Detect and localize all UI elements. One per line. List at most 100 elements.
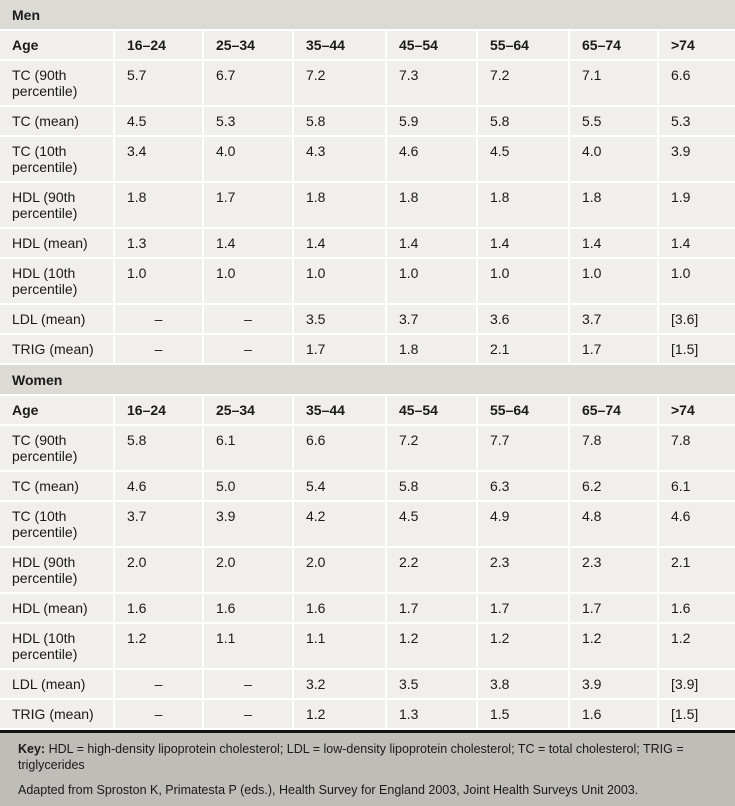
column-header: 45–54 (387, 396, 478, 426)
table-cell: 5.3 (659, 107, 735, 137)
section-title: Men (0, 0, 735, 31)
table-cell: 5.3 (204, 107, 294, 137)
row-label: TRIG (mean) (0, 335, 115, 365)
row-label: TC (mean) (0, 107, 115, 137)
column-header: 65–74 (570, 31, 659, 61)
table-cell: 3.9 (204, 502, 294, 548)
table-cell: – (204, 305, 294, 335)
table-cell: 6.1 (204, 426, 294, 472)
table-cell: 1.7 (570, 594, 659, 624)
table-cell: 1.7 (478, 594, 570, 624)
table-cell: 6.2 (570, 472, 659, 502)
column-header: 45–54 (387, 31, 478, 61)
table-cell: 1.0 (387, 259, 478, 305)
table-cell: 6.1 (659, 472, 735, 502)
table-cell: 1.2 (478, 624, 570, 670)
row-label: TRIG (mean) (0, 700, 115, 730)
table-cell: 4.5 (478, 137, 570, 183)
table-cell: 4.2 (294, 502, 387, 548)
table-cell: 2.1 (659, 548, 735, 594)
table-cell: 3.9 (570, 670, 659, 700)
table-cell: 7.3 (387, 61, 478, 107)
table-cell: 1.0 (478, 259, 570, 305)
table-cell: [3.6] (659, 305, 735, 335)
row-label: HDL (mean) (0, 594, 115, 624)
table-cell: 3.5 (387, 670, 478, 700)
row-label: LDL (mean) (0, 670, 115, 700)
table-cell: 1.7 (204, 183, 294, 229)
table-cell: 1.8 (115, 183, 204, 229)
row-label: TC (10th percentile) (0, 502, 115, 548)
table-cell: 4.8 (570, 502, 659, 548)
table-cell: 2.2 (387, 548, 478, 594)
table-cell: 2.0 (204, 548, 294, 594)
table-row: TC (10th percentile) 3.4 4.0 4.3 4.6 4.5 4.0 3.… (0, 137, 735, 183)
lipid-table: Men Age 16–24 25–34 35–44 45–54 55–64 65–74 >74 T… (0, 0, 735, 730)
column-header: 16–24 (115, 31, 204, 61)
table-cell: 1.4 (570, 229, 659, 259)
table-cell: – (204, 670, 294, 700)
table-cell: 7.8 (659, 426, 735, 472)
table-cell: [3.9] (659, 670, 735, 700)
table-cell: 1.2 (115, 624, 204, 670)
key-text: HDL = high-density lipoprotein cholester… (18, 742, 684, 772)
table-cell: 2.0 (115, 548, 204, 594)
table-cell: 1.0 (294, 259, 387, 305)
row-label: HDL (90th percentile) (0, 183, 115, 229)
table-cell: 1.8 (387, 183, 478, 229)
source-note: Adapted from Sproston K, Primatesta P (e… (18, 783, 639, 797)
table-cell: – (204, 335, 294, 365)
table-cell: 1.9 (659, 183, 735, 229)
table-cell: 1.6 (115, 594, 204, 624)
column-header: 55–64 (478, 396, 570, 426)
table-row: TRIG (mean) – –1.2 1.3 1.5 1.6 [1.5] (0, 700, 735, 730)
table-cell: 1.2 (570, 624, 659, 670)
table-cell: 1.3 (387, 700, 478, 730)
table-cell: 1.4 (204, 229, 294, 259)
table-cell: 7.2 (294, 61, 387, 107)
table-footer: Key: HDL = high-density lipoprotein chol… (0, 730, 735, 806)
row-label: HDL (90th percentile) (0, 548, 115, 594)
table-cell: 4.6 (659, 502, 735, 548)
table-cell: 4.3 (294, 137, 387, 183)
column-header: 35–44 (294, 396, 387, 426)
key-label: Key: (18, 742, 46, 756)
table-row: HDL (10th percentile) 1.2 1.1 1.1 1.2 1.2 1.2 1… (0, 624, 735, 670)
table-cell: 1.0 (659, 259, 735, 305)
table-cell: 2.3 (570, 548, 659, 594)
table-cell: 2.0 (294, 548, 387, 594)
column-header: 65–74 (570, 396, 659, 426)
table-cell: 1.2 (294, 700, 387, 730)
row-label: LDL (mean) (0, 305, 115, 335)
table-cell: – (115, 670, 204, 700)
column-header: Age (0, 31, 115, 61)
table-cell: 1.3 (115, 229, 204, 259)
key-note: Key: HDL = high-density lipoprotein chol… (18, 741, 717, 773)
table-row: HDL (10th percentile) 1.0 1.0 1.0 1.0 1.0 1.0 1… (0, 259, 735, 305)
table-cell: 1.0 (115, 259, 204, 305)
table-cell: – (115, 305, 204, 335)
table-cell: 2.1 (478, 335, 570, 365)
table-cell: 7.1 (570, 61, 659, 107)
table-cell: 5.8 (387, 472, 478, 502)
table-row: HDL (90th percentile) 2.0 2.0 2.0 2.2 2.3 2.3 2… (0, 548, 735, 594)
column-header-row: Age 16–24 25–34 35–44 45–54 55–64 65–74 >74 (0, 396, 735, 426)
table-cell: 1.6 (659, 594, 735, 624)
column-header: 25–34 (204, 396, 294, 426)
table-cell: 1.7 (570, 335, 659, 365)
table-row: LDL (mean) – –3.2 3.5 3.8 3.9 [3.9] (0, 670, 735, 700)
table-cell: [1.5] (659, 335, 735, 365)
table-cell: 4.0 (204, 137, 294, 183)
table-cell: 2.3 (478, 548, 570, 594)
table-cell: [1.5] (659, 700, 735, 730)
section-header: Women (0, 365, 735, 396)
table-cell: 4.9 (478, 502, 570, 548)
table-cell: 1.4 (387, 229, 478, 259)
table-cell: 1.2 (387, 624, 478, 670)
table-row: TRIG (mean) – –1.7 1.8 2.1 1.7 [1.5] (0, 335, 735, 365)
table-cell: 1.5 (478, 700, 570, 730)
table-cell: 3.9 (659, 137, 735, 183)
row-label: HDL (10th percentile) (0, 624, 115, 670)
table-cell: 1.1 (204, 624, 294, 670)
column-header: 55–64 (478, 31, 570, 61)
